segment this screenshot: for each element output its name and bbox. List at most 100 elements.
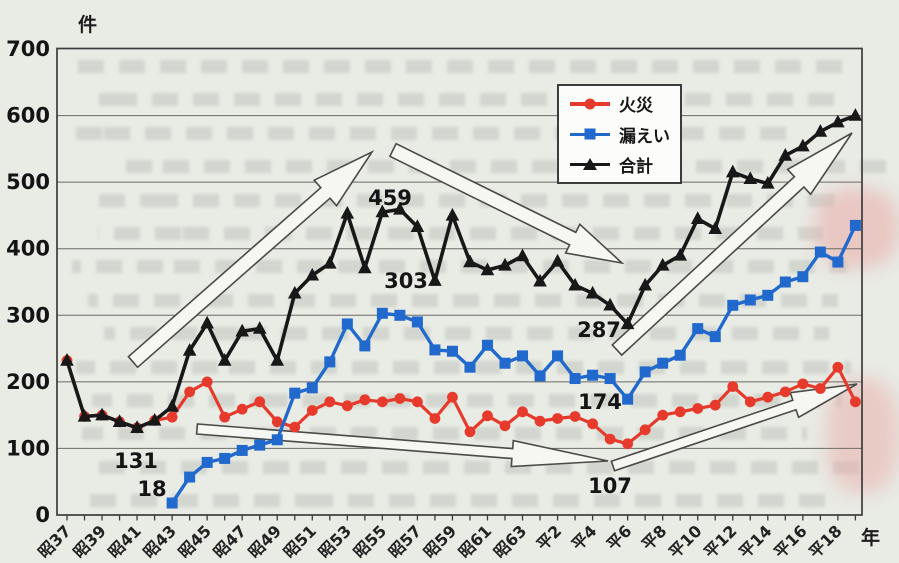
leak-point bbox=[587, 369, 599, 381]
series-leak-line bbox=[170, 224, 857, 504]
total-triangle-icon bbox=[583, 158, 597, 171]
total-point bbox=[585, 285, 600, 299]
legend-label-fire: 火災 bbox=[619, 96, 653, 117]
fire-point bbox=[219, 411, 231, 423]
fire-point bbox=[639, 424, 651, 436]
legend-label-total: 合計 bbox=[619, 156, 653, 177]
series-fire bbox=[61, 355, 861, 450]
total-point bbox=[515, 248, 530, 262]
total-point bbox=[498, 257, 512, 271]
leak-point bbox=[254, 439, 266, 451]
x-tick-label: 平10 bbox=[665, 521, 706, 562]
fire-point bbox=[604, 433, 616, 445]
series-total-line bbox=[65, 113, 857, 430]
series-leak bbox=[166, 219, 861, 509]
fire-point bbox=[762, 391, 774, 403]
x-tick-label: 平2 bbox=[533, 521, 566, 554]
total-point bbox=[638, 277, 652, 291]
x-tick-label: 昭49 bbox=[245, 521, 286, 562]
x-tick-label: 昭39 bbox=[69, 521, 110, 562]
x-tick-label: 昭57 bbox=[385, 521, 426, 562]
legend-item-leak: 漏えい bbox=[570, 122, 680, 147]
fire-point bbox=[709, 399, 721, 411]
x-tick-label: 平6 bbox=[603, 521, 636, 554]
total-point bbox=[217, 353, 232, 366]
total-point bbox=[848, 108, 863, 121]
y-tick-label: 500 bbox=[6, 170, 50, 194]
leak-point bbox=[499, 357, 511, 369]
fire-point bbox=[447, 391, 458, 403]
trend-arrow-fall-middle bbox=[388, 142, 625, 265]
fire-line-sample bbox=[570, 97, 610, 111]
x-tick-label: 昭51 bbox=[280, 521, 321, 562]
fire-point bbox=[692, 403, 704, 414]
leak-point bbox=[341, 318, 353, 330]
fire-point bbox=[166, 411, 178, 423]
fire-point bbox=[534, 415, 546, 427]
total-point bbox=[761, 175, 775, 189]
leak-point bbox=[394, 309, 406, 321]
total-point bbox=[445, 207, 460, 221]
x-tick-label: 昭43 bbox=[139, 521, 180, 562]
data-label-174: 174 bbox=[578, 390, 622, 414]
x-axis-ticks bbox=[66, 515, 857, 521]
series-total bbox=[60, 108, 863, 433]
legend-item-total: 合計 bbox=[570, 152, 680, 177]
y-tick-label: 300 bbox=[6, 303, 50, 327]
total-point bbox=[165, 398, 179, 412]
fire-point bbox=[779, 386, 791, 398]
data-label-287: 287 bbox=[577, 318, 621, 342]
leak-point bbox=[832, 256, 844, 268]
total-point bbox=[147, 412, 162, 426]
fire-point bbox=[376, 396, 388, 408]
leak-point bbox=[709, 331, 721, 343]
leak-point bbox=[411, 316, 423, 328]
leak-line-sample bbox=[570, 127, 610, 141]
leak-point bbox=[236, 444, 248, 456]
leak-point bbox=[184, 471, 196, 483]
total-point bbox=[550, 253, 565, 267]
fire-point bbox=[341, 400, 353, 412]
total-point bbox=[235, 323, 249, 337]
leak-point bbox=[271, 434, 283, 446]
y-tick-label: 400 bbox=[6, 237, 50, 261]
total-point bbox=[603, 297, 617, 311]
fire-point bbox=[850, 396, 861, 408]
x-tick-label: 昭45 bbox=[174, 521, 215, 562]
leak-point bbox=[306, 382, 318, 394]
leak-point bbox=[552, 350, 564, 362]
y-tick-label: 200 bbox=[6, 370, 50, 394]
x-tick-label: 昭59 bbox=[420, 521, 461, 562]
total-point bbox=[831, 114, 845, 128]
fire-point bbox=[657, 409, 669, 421]
total-line-sample bbox=[570, 157, 610, 171]
leak-point bbox=[289, 387, 301, 399]
total-point bbox=[533, 273, 547, 287]
leak-point bbox=[464, 361, 476, 373]
data-label-18: 18 bbox=[137, 477, 166, 501]
total-point bbox=[463, 254, 477, 268]
total-point bbox=[778, 148, 793, 161]
fire-point bbox=[517, 406, 528, 418]
legend-item-fire: 火災 bbox=[570, 91, 680, 116]
x-tick-label: 平18 bbox=[805, 521, 846, 562]
legend: 火災 漏えい 合計 bbox=[557, 84, 682, 184]
total-point bbox=[428, 273, 442, 286]
leak-point bbox=[779, 276, 791, 288]
x-tick-label: 平14 bbox=[735, 521, 776, 562]
leak-point bbox=[324, 356, 336, 368]
value-annotations: 459 303 287 174 131 18 107 bbox=[114, 186, 632, 501]
leak-point bbox=[639, 366, 651, 378]
total-point bbox=[305, 267, 320, 281]
total-point bbox=[708, 221, 723, 234]
trend-arrow-rise-right bbox=[611, 132, 853, 357]
fire-point bbox=[727, 381, 739, 392]
x-tick-label: 昭47 bbox=[210, 521, 251, 562]
leak-point bbox=[166, 497, 178, 509]
total-point bbox=[655, 257, 670, 271]
total-point bbox=[568, 277, 582, 291]
fire-circle-icon bbox=[584, 98, 596, 110]
trend-arrow-flat-bottom bbox=[195, 423, 609, 468]
x-tick-label: 昭63 bbox=[490, 521, 531, 562]
